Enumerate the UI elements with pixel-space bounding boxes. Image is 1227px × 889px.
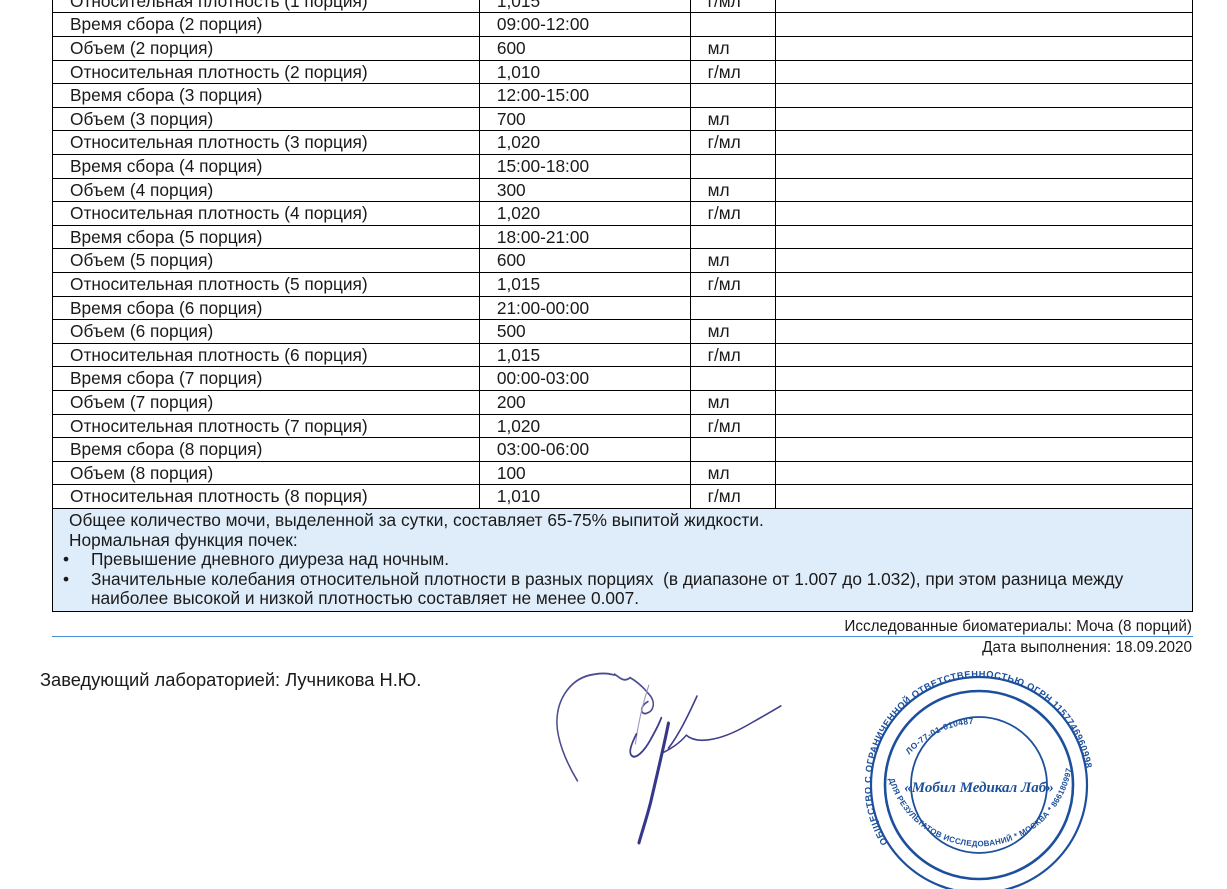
svg-text:«Мобил Медикал Лаб»: «Мобил Медикал Лаб» (904, 780, 1054, 796)
svg-text:ЛО-77-01-010487: ЛО-77-01-010487 (903, 716, 974, 756)
svg-text:ОБЩЕСТВО С ОГРАНИЧЕННОЙ ОТВЕТС: ОБЩЕСТВО С ОГРАНИЧЕННОЙ ОТВЕТСТВЕННОСТЬЮ… (865, 671, 1093, 847)
